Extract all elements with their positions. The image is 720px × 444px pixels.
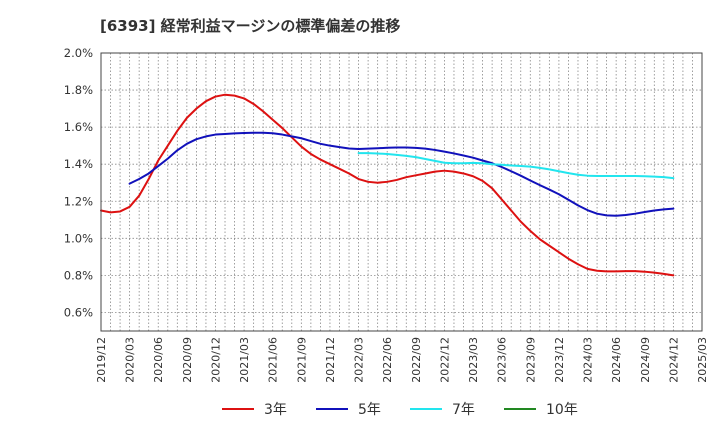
x-tick-label: 2020/12 bbox=[209, 337, 222, 383]
series-line-1 bbox=[128, 131, 675, 217]
y-tick-label: 1.0% bbox=[64, 231, 93, 245]
x-tick-label: 2024/09 bbox=[639, 337, 652, 383]
x-tick-label: 2019/12 bbox=[95, 337, 108, 383]
series-line-0 bbox=[100, 93, 675, 277]
x-tick-label: 2022/06 bbox=[381, 337, 394, 383]
y-tick-label: 1.2% bbox=[64, 194, 93, 208]
x-tick-label: 2020/03 bbox=[124, 337, 137, 383]
y-tick-label: 1.8% bbox=[64, 83, 93, 97]
legend-label: 3年 bbox=[264, 402, 287, 418]
x-tick-label: 2022/12 bbox=[438, 337, 451, 383]
x-tick-label: 2024/12 bbox=[667, 337, 680, 383]
x-tick-label: 2024/06 bbox=[610, 337, 623, 383]
x-tick-label: 2023/12 bbox=[553, 337, 566, 383]
plot-frame bbox=[100, 52, 703, 332]
y-axis-ticks: 0.6% 0.8% 1.0% 1.2% 1.4% 1.6% 1.8% 2.0% bbox=[64, 46, 93, 319]
series-lines bbox=[100, 93, 675, 277]
series-line-2 bbox=[357, 152, 675, 180]
x-tick-label: 2022/03 bbox=[353, 337, 366, 383]
x-tick-label: 2020/09 bbox=[181, 337, 194, 383]
y-tick-label: 0.6% bbox=[64, 305, 93, 319]
legend-label: 5年 bbox=[358, 402, 381, 418]
grid bbox=[100, 52, 703, 331]
legend-label: 7年 bbox=[452, 402, 475, 418]
x-tick-label: 2023/09 bbox=[524, 337, 537, 383]
y-tick-label: 1.6% bbox=[64, 120, 93, 134]
x-axis-ticks: 2019/12 2020/03 2020/06 2020/09 2020/12 2021/… bbox=[95, 337, 709, 383]
y-tick-label: 0.8% bbox=[64, 268, 93, 282]
x-tick-label: 2023/03 bbox=[467, 337, 480, 383]
chart-title: [6393] 経常利益マージンの標準偏差の推移 bbox=[100, 17, 400, 35]
x-tick-label: 2020/06 bbox=[152, 337, 165, 383]
x-tick-label: 2021/09 bbox=[295, 337, 308, 383]
x-tick-label: 2021/06 bbox=[267, 337, 280, 383]
x-tick-label: 2021/12 bbox=[324, 337, 337, 383]
x-tick-label: 2023/06 bbox=[496, 337, 509, 383]
x-tick-label: 2022/09 bbox=[410, 337, 423, 383]
x-tick-label: 2024/03 bbox=[582, 337, 595, 383]
x-tick-label: 2025/03 bbox=[696, 337, 709, 383]
legend-label: 10年 bbox=[546, 402, 578, 418]
x-tick-label: 2021/03 bbox=[238, 337, 251, 383]
y-tick-label: 1.4% bbox=[64, 157, 93, 171]
y-tick-label: 2.0% bbox=[64, 46, 93, 60]
legend: 3年 5年 7年 10年 bbox=[222, 402, 578, 418]
